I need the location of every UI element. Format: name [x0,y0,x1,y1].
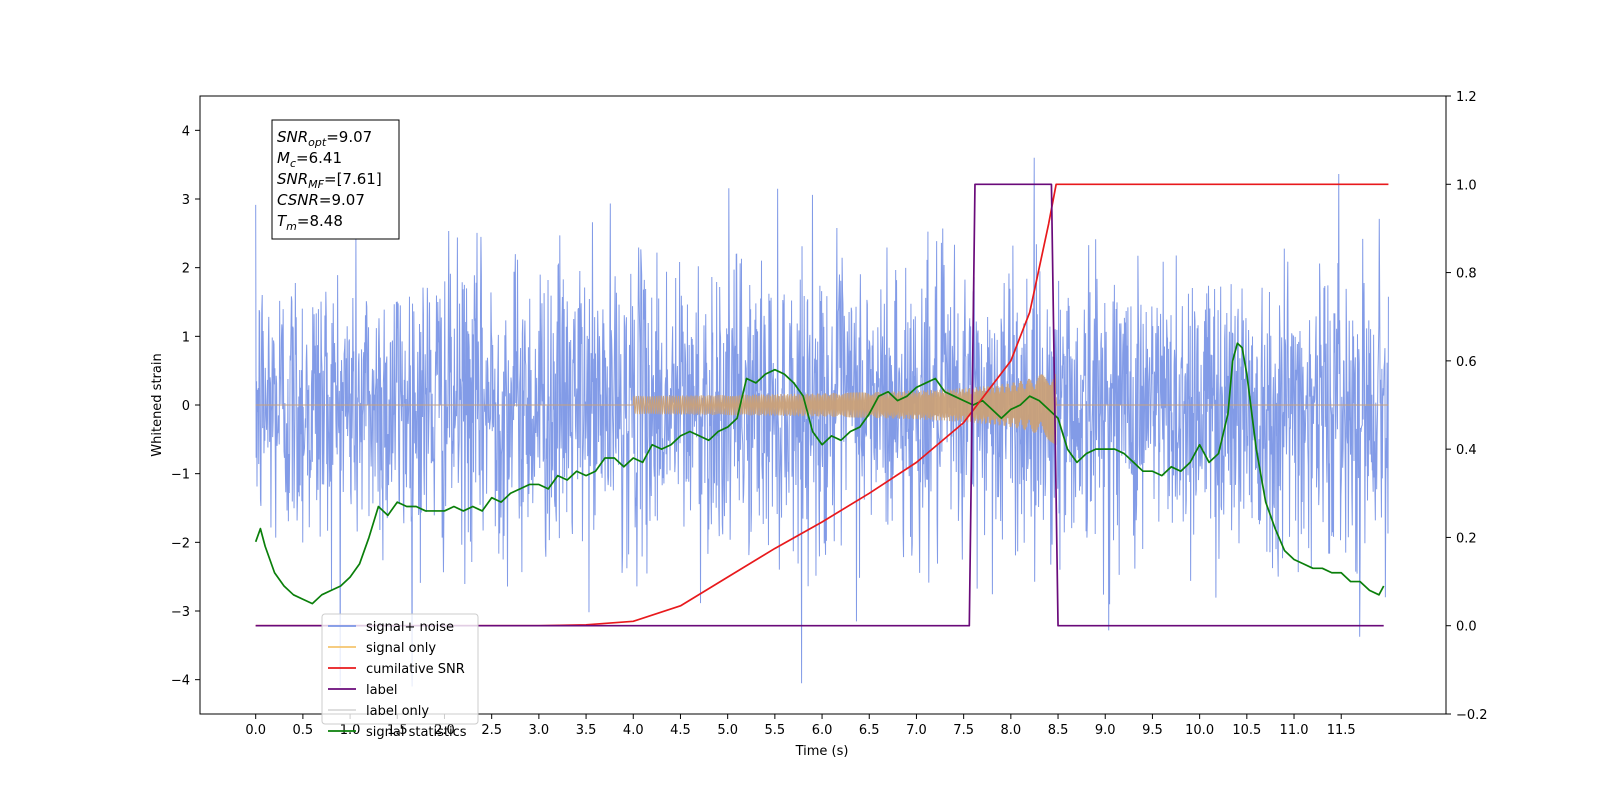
y-left-tick-label: 2 [182,262,190,277]
x-tick-label: 2.5 [481,723,502,738]
annotation-line: Mc=6.41 [277,149,342,170]
x-tick-label: 1.5 [387,723,408,738]
series-signal-only [255,374,1389,445]
series-label [255,183,1384,627]
x-tick-label: 5.5 [765,723,786,738]
y-left-tick-label: 0 [182,399,190,414]
y-right-tick-label: −0.2 [1456,708,1488,723]
annotation-value: =9.07 [319,191,365,209]
legend-frame [321,613,479,725]
x-axis-label: Time (s) [795,744,849,759]
x-tick-label: 7.5 [953,723,974,738]
y-left-tick-label: −2 [171,536,190,551]
legend-entry: signal+ noise [366,620,454,635]
y-right-tick-label: 1.2 [1456,90,1477,105]
legend-entry: signal statistics [366,725,467,740]
annotation-value: =[7.61] [324,170,382,188]
y-left-tick-label: 3 [182,193,190,208]
annotation-value: =9.07 [326,128,372,146]
annotation-symbol: M [277,149,290,167]
y-left-tick-label: −3 [171,605,190,620]
legend: signal+ noise signal only cumilative SNR la… [321,613,479,740]
x-tick-label: 11.0 [1280,723,1309,738]
y-right-tick-label: 0.4 [1456,443,1477,458]
annotation-line: SNRMF=[7.61] [277,170,382,191]
y-right-tick-label: 0.8 [1456,267,1477,282]
x-tick-label: 6.0 [812,723,833,738]
annotation-subscript: opt [308,136,327,149]
x-tick-label: 3.0 [529,723,550,738]
x-tick-label: 11.5 [1327,723,1356,738]
series-signal-noise [255,157,1389,687]
x-tick-label: 10.0 [1185,723,1214,738]
y-axis-label: Whitened strain [150,353,165,456]
x-tick-label: 0.0 [245,723,266,738]
annotation-line: CSNR=9.07 [277,191,365,209]
legend-entry: signal only [366,641,436,656]
annotation-value: =8.48 [297,212,343,230]
annotation-frame [271,119,400,240]
annotation-symbol: SNR [277,170,308,188]
legend-entry: label [366,683,397,698]
x-tick-label: 10.5 [1232,723,1261,738]
annotation-subscript: m [286,220,297,233]
annotation-symbol: SNR [277,128,308,146]
annotation-box: SNRopt=9.07Mc=6.41SNRMF=[7.61]CSNR=9.07T… [271,119,400,240]
annotation-subscript: MF [308,178,324,191]
x-tick-label: 6.5 [859,723,880,738]
legend-entry: cumilative SNR [366,662,465,677]
y-right-tick-label: 0.2 [1456,531,1477,546]
annotation-value: =6.41 [296,149,342,167]
y-axis-left: −4 −3 −2 −1 0 1 2 3 4 [171,124,200,689]
y-left-tick-label: 1 [182,330,190,345]
series-signal-statistics [254,342,1385,605]
x-tick-label: 5.0 [717,723,738,738]
series-layer [254,157,1389,687]
x-tick-label: 8.0 [1001,723,1022,738]
annotation-symbol: T [277,212,288,230]
y-right-tick-label: 0.6 [1456,355,1477,370]
x-tick-label: 8.5 [1048,723,1069,738]
x-axis: 0.0 0.5 1.0 1.5 2.0 2.5 3.0 3.5 4.0 4.5 5.0 5.5 6.0 6… [245,714,1356,738]
x-tick-label: 7.0 [906,723,927,738]
annotation-symbol: CSNR [277,191,319,209]
x-tick-label: 0.5 [293,723,314,738]
x-tick-label: 9.0 [1095,723,1116,738]
annotation-line: Tm=8.48 [277,212,343,233]
x-tick-label: 9.5 [1142,723,1163,738]
x-tick-label: 4.0 [623,723,644,738]
x-tick-label: 4.5 [670,723,691,738]
legend-entry: label only [366,704,429,719]
y-axis-right: −0.2 0.0 0.2 0.4 0.6 0.8 1.0 1.2 [1446,90,1488,723]
annotation-subscript: c [290,157,296,170]
y-right-tick-label: 1.0 [1456,178,1477,193]
x-tick-label: 2.0 [434,723,455,738]
x-tick-label: 3.5 [576,723,597,738]
y-left-tick-label: −4 [171,674,190,689]
y-left-tick-label: 4 [182,124,190,139]
y-right-tick-label: 0.0 [1456,620,1477,635]
annotation-line: SNRopt=9.07 [277,128,372,149]
y-left-tick-label: −1 [171,468,190,483]
